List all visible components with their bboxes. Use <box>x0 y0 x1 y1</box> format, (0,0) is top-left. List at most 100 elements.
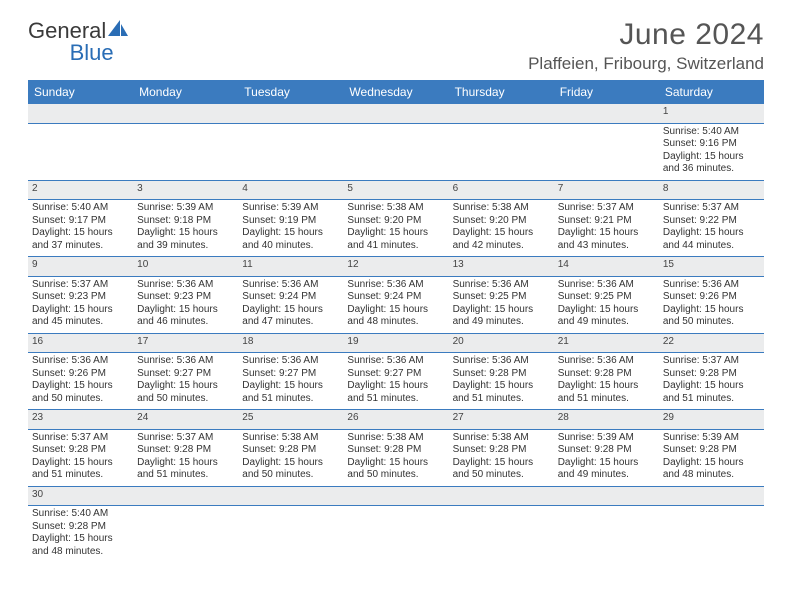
sunset-line: Sunset: 9:28 PM <box>32 444 129 457</box>
daylight-line2: and 50 minutes. <box>32 393 129 406</box>
day-number-cell <box>238 104 343 123</box>
sunrise-line: Sunrise: 5:36 AM <box>453 279 550 292</box>
day-number-cell: 28 <box>554 410 659 430</box>
day-info-cell: Sunrise: 5:37 AMSunset: 9:28 PMDaylight:… <box>28 429 133 486</box>
daylight-line1: Daylight: 15 hours <box>453 380 550 393</box>
sunrise-line: Sunrise: 5:38 AM <box>453 432 550 445</box>
weekday-header: Tuesday <box>238 80 343 104</box>
sunset-line: Sunset: 9:28 PM <box>453 368 550 381</box>
day-info-cell: Sunrise: 5:36 AMSunset: 9:23 PMDaylight:… <box>133 276 238 333</box>
daylight-line2: and 42 minutes. <box>453 240 550 253</box>
day-info-cell: Sunrise: 5:36 AMSunset: 9:27 PMDaylight:… <box>133 353 238 410</box>
day-number-cell: 11 <box>238 257 343 277</box>
day-info-cell: Sunrise: 5:37 AMSunset: 9:21 PMDaylight:… <box>554 200 659 257</box>
sunrise-line: Sunrise: 5:36 AM <box>242 279 339 292</box>
sunrise-line: Sunrise: 5:39 AM <box>137 202 234 215</box>
day-info-cell: Sunrise: 5:37 AMSunset: 9:23 PMDaylight:… <box>28 276 133 333</box>
sunset-line: Sunset: 9:23 PM <box>32 291 129 304</box>
day-info-cell <box>449 123 554 180</box>
daylight-line2: and 36 minutes. <box>663 163 760 176</box>
sunset-line: Sunset: 9:20 PM <box>453 215 550 228</box>
sunrise-line: Sunrise: 5:37 AM <box>137 432 234 445</box>
page-title: June 2024 <box>528 18 764 52</box>
day-number-cell: 7 <box>554 180 659 200</box>
title-block: June 2024 Plaffeien, Fribourg, Switzerla… <box>528 18 764 74</box>
day-number-cell <box>133 486 238 506</box>
sunset-line: Sunset: 9:28 PM <box>242 444 339 457</box>
sunrise-line: Sunrise: 5:37 AM <box>32 279 129 292</box>
day-info-cell: Sunrise: 5:36 AMSunset: 9:28 PMDaylight:… <box>449 353 554 410</box>
day-info-cell <box>238 506 343 563</box>
day-number-cell: 15 <box>659 257 764 277</box>
day-number-cell: 4 <box>238 180 343 200</box>
sunset-line: Sunset: 9:25 PM <box>453 291 550 304</box>
day-info-cell <box>28 123 133 180</box>
daylight-line2: and 50 minutes. <box>347 469 444 482</box>
day-number-cell <box>28 104 133 123</box>
sunrise-line: Sunrise: 5:36 AM <box>242 355 339 368</box>
day-number-cell <box>343 486 448 506</box>
daylight-line1: Daylight: 15 hours <box>558 380 655 393</box>
daylight-line1: Daylight: 15 hours <box>32 457 129 470</box>
daylight-line2: and 43 minutes. <box>558 240 655 253</box>
daylight-line1: Daylight: 15 hours <box>663 227 760 240</box>
sunset-line: Sunset: 9:19 PM <box>242 215 339 228</box>
day-info-cell <box>659 506 764 563</box>
daylight-line1: Daylight: 15 hours <box>137 227 234 240</box>
brand-text: General GenBlue <box>28 18 130 64</box>
day-info-cell: Sunrise: 5:38 AMSunset: 9:28 PMDaylight:… <box>343 429 448 486</box>
day-number-cell: 12 <box>343 257 448 277</box>
day-number-cell: 9 <box>28 257 133 277</box>
sunrise-line: Sunrise: 5:40 AM <box>32 508 129 521</box>
daylight-line2: and 39 minutes. <box>137 240 234 253</box>
weekday-header: Wednesday <box>343 80 448 104</box>
daylight-line1: Daylight: 15 hours <box>137 380 234 393</box>
daylight-line1: Daylight: 15 hours <box>347 457 444 470</box>
day-info-cell <box>238 123 343 180</box>
brand-part2: Blue <box>70 40 114 65</box>
sunset-line: Sunset: 9:28 PM <box>663 444 760 457</box>
daylight-line2: and 51 minutes. <box>347 393 444 406</box>
sunrise-line: Sunrise: 5:39 AM <box>242 202 339 215</box>
weekday-header: Thursday <box>449 80 554 104</box>
daylight-line1: Daylight: 15 hours <box>453 457 550 470</box>
day-number-cell: 18 <box>238 333 343 353</box>
daylight-line2: and 50 minutes. <box>242 469 339 482</box>
daylight-line1: Daylight: 15 hours <box>663 457 760 470</box>
daylight-line2: and 51 minutes. <box>137 469 234 482</box>
sunrise-line: Sunrise: 5:36 AM <box>558 355 655 368</box>
daylight-line1: Daylight: 15 hours <box>558 457 655 470</box>
day-info-cell: Sunrise: 5:36 AMSunset: 9:27 PMDaylight:… <box>343 353 448 410</box>
daylight-line2: and 50 minutes. <box>663 316 760 329</box>
location-line: Plaffeien, Fribourg, Switzerland <box>528 54 764 74</box>
daylight-line1: Daylight: 15 hours <box>453 227 550 240</box>
day-number-cell <box>238 486 343 506</box>
day-info-cell <box>133 506 238 563</box>
sunrise-line: Sunrise: 5:40 AM <box>663 126 760 139</box>
day-info-cell: Sunrise: 5:36 AMSunset: 9:26 PMDaylight:… <box>28 353 133 410</box>
day-info-cell: Sunrise: 5:36 AMSunset: 9:25 PMDaylight:… <box>449 276 554 333</box>
day-number-cell <box>343 104 448 123</box>
daylight-line1: Daylight: 15 hours <box>242 304 339 317</box>
sunset-line: Sunset: 9:26 PM <box>663 291 760 304</box>
daylight-line1: Daylight: 15 hours <box>453 304 550 317</box>
daylight-line2: and 48 minutes. <box>663 469 760 482</box>
day-info-cell: Sunrise: 5:39 AMSunset: 9:18 PMDaylight:… <box>133 200 238 257</box>
sunrise-line: Sunrise: 5:37 AM <box>663 355 760 368</box>
day-info-cell <box>133 123 238 180</box>
weekday-header: Friday <box>554 80 659 104</box>
day-number-cell: 8 <box>659 180 764 200</box>
daylight-line2: and 49 minutes. <box>453 316 550 329</box>
weekday-header: Monday <box>133 80 238 104</box>
sunset-line: Sunset: 9:16 PM <box>663 138 760 151</box>
day-number-cell: 19 <box>343 333 448 353</box>
daylight-line2: and 47 minutes. <box>242 316 339 329</box>
day-number-cell: 14 <box>554 257 659 277</box>
day-number-cell: 10 <box>133 257 238 277</box>
day-number-cell <box>554 486 659 506</box>
daylight-line1: Daylight: 15 hours <box>32 304 129 317</box>
daylight-line1: Daylight: 15 hours <box>32 380 129 393</box>
day-info-cell: Sunrise: 5:39 AMSunset: 9:28 PMDaylight:… <box>659 429 764 486</box>
sunset-line: Sunset: 9:20 PM <box>347 215 444 228</box>
day-info-cell: Sunrise: 5:40 AMSunset: 9:17 PMDaylight:… <box>28 200 133 257</box>
